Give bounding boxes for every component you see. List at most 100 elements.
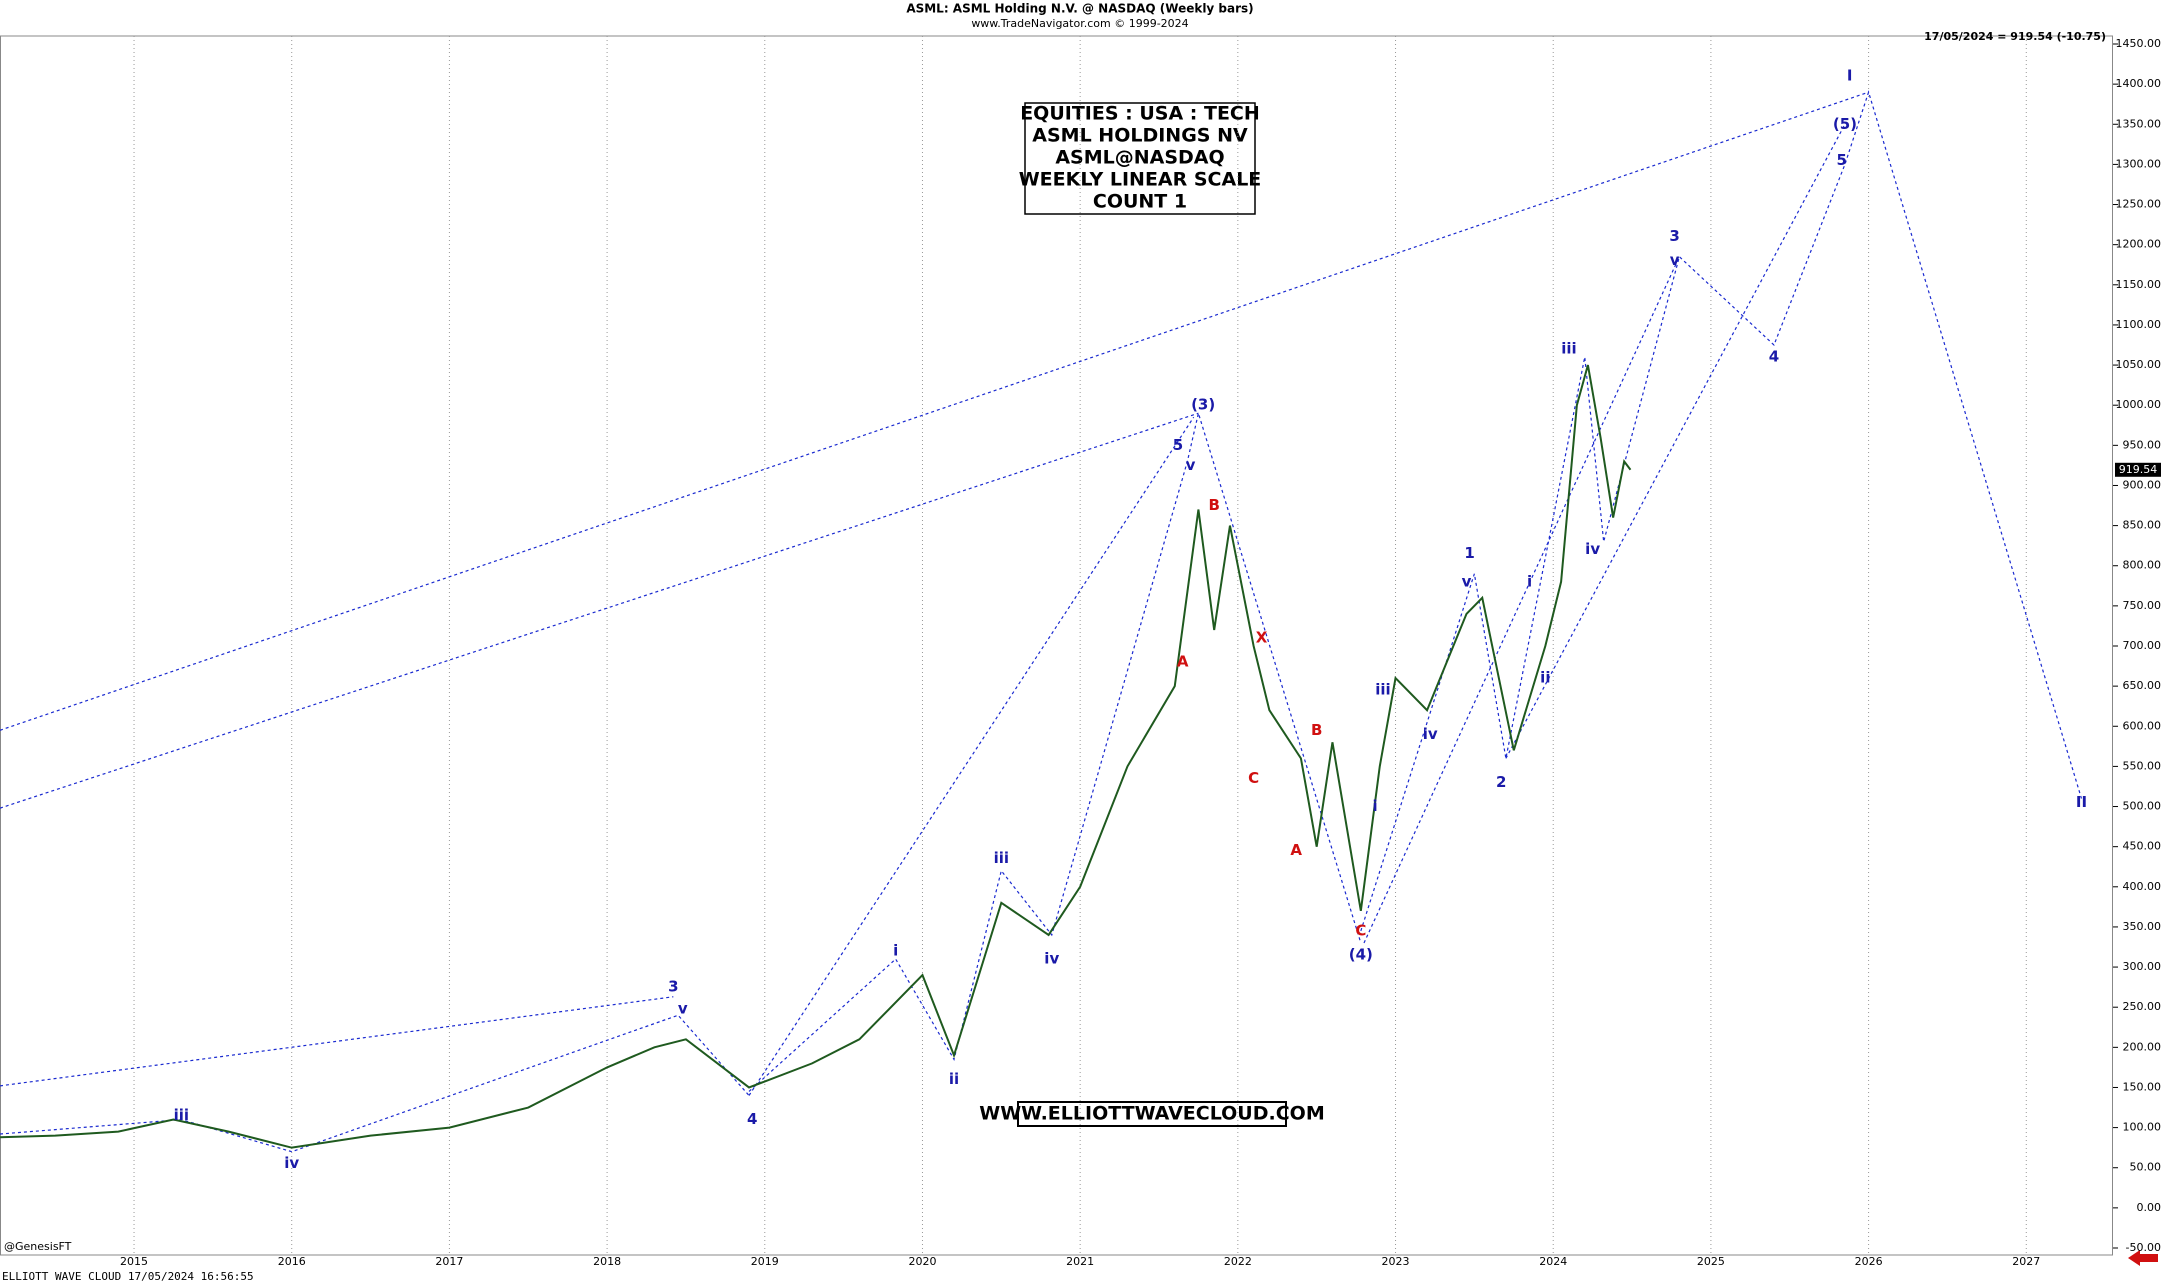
y-tick-label: 200.00 — [2123, 1040, 2162, 1053]
wave-label: C — [1248, 769, 1259, 787]
wave-label: i — [1527, 572, 1532, 590]
y-tick-label: 50.00 — [2130, 1161, 2162, 1174]
y-tick-label: 1300.00 — [2116, 157, 2162, 170]
website: WWW.ELLIOTTWAVECLOUD.COM — [979, 1103, 1324, 1125]
wave-label: 5 — [1173, 436, 1183, 454]
wave-label: A — [1290, 841, 1302, 859]
wave-label: (4) — [1349, 946, 1373, 964]
y-tick-label: 700.00 — [2123, 639, 2162, 652]
y-tick-label: 1050.00 — [2116, 358, 2162, 371]
x-tick-label: 2020 — [908, 1255, 936, 1268]
scroll-arrow — [2128, 1250, 2158, 1266]
wave-label: 4 — [1769, 348, 1779, 366]
credit: @GenesisFT — [4, 1240, 72, 1253]
y-tick-label: 1400.00 — [2116, 77, 2162, 90]
wave-label: 4 — [747, 1110, 757, 1128]
x-tick-label: 2017 — [435, 1255, 463, 1268]
y-tick-label: 1100.00 — [2116, 318, 2162, 331]
info-line: EQUITIES : USA : TECH — [1020, 103, 1260, 125]
y-tick-label: 800.00 — [2123, 559, 2162, 572]
y-tick-label: 900.00 — [2123, 478, 2162, 491]
x-tick-label: 2015 — [120, 1255, 148, 1268]
y-tick-label: 950.00 — [2123, 438, 2162, 451]
wave-label: B — [1208, 496, 1219, 514]
y-tick-label: 1250.00 — [2116, 198, 2162, 211]
wave-label: i — [893, 942, 898, 960]
info-line: COUNT 1 — [1093, 191, 1187, 213]
last-price-box — [2115, 462, 2161, 477]
info-box — [1024, 102, 1256, 215]
wave-label: iv — [1585, 540, 1600, 558]
y-tick-label: 100.00 — [2123, 1121, 2162, 1134]
wave-label: i — [1372, 797, 1377, 815]
footer: ELLIOTT WAVE CLOUD 17/05/2024 16:56:55 — [2, 1270, 254, 1283]
y-tick-label: 1150.00 — [2116, 278, 2162, 291]
x-tick-label: 2016 — [278, 1255, 306, 1268]
last-quote: 17/05/2024 = 919.54 (-10.75) — [1924, 30, 2106, 43]
wave-label: A — [1177, 653, 1189, 671]
y-tick-label: 150.00 — [2123, 1080, 2162, 1093]
y-tick-label: 250.00 — [2123, 1000, 2162, 1013]
y-tick-label: 1200.00 — [2116, 238, 2162, 251]
wave-label: I — [1847, 67, 1853, 85]
y-tick-label: 350.00 — [2123, 920, 2162, 933]
wave-label: v — [1462, 572, 1472, 590]
wave-label: 3 — [668, 978, 678, 996]
y-tick-label: 300.00 — [2123, 960, 2162, 973]
wave-label: v — [1670, 251, 1680, 269]
wave-label: iii — [994, 849, 1009, 867]
x-tick-label: 2022 — [1224, 1255, 1252, 1268]
wave-line — [748, 410, 1362, 1092]
y-tick-label: 500.00 — [2123, 800, 2162, 813]
y-tick-label: 0.00 — [2137, 1201, 2162, 1214]
website-box — [1017, 1101, 1287, 1127]
wave-label: ii — [1540, 669, 1550, 687]
price-line — [0, 364, 1632, 1149]
wave-label: II — [2076, 793, 2087, 811]
info-line: ASML@NASDAQ — [1055, 147, 1224, 169]
y-tick-label: 850.00 — [2123, 519, 2162, 532]
wave-label: ii — [949, 1070, 959, 1088]
y-tick-label: 650.00 — [2123, 679, 2162, 692]
wave-label: v — [1186, 456, 1196, 474]
wave-label: 2 — [1496, 773, 1506, 791]
x-tick-label: 2026 — [1855, 1255, 1883, 1268]
y-tick-label: 600.00 — [2123, 719, 2162, 732]
chart-title: ASML: ASML Holding N.V. @ NASDAQ (Weekly… — [906, 2, 1253, 16]
wave-line — [0, 996, 674, 1087]
wave-label: 5 — [1837, 151, 1847, 169]
info-line: WEEKLY LINEAR SCALE — [1019, 169, 1262, 191]
x-tick-label: 2021 — [1066, 1255, 1094, 1268]
wave-label: (5) — [1833, 115, 1857, 133]
y-tick-label: -50.00 — [2126, 1241, 2161, 1254]
wave-label: iii — [1561, 340, 1576, 358]
y-tick-label: 1450.00 — [2116, 37, 2162, 50]
wave-line — [0, 91, 1869, 731]
wave-label: C — [1355, 921, 1366, 939]
y-tick-label: 450.00 — [2123, 840, 2162, 853]
plot-frame — [0, 35, 2113, 1256]
wave-label: iii — [1375, 681, 1390, 699]
wave-label: (3) — [1191, 396, 1215, 414]
y-tick-label: 550.00 — [2123, 759, 2162, 772]
wave-label: X — [1256, 628, 1268, 646]
x-tick-label: 2023 — [1382, 1255, 1410, 1268]
wave-label: 3 — [1669, 227, 1679, 245]
y-tick-label: 750.00 — [2123, 599, 2162, 612]
x-tick-label: 2027 — [2012, 1255, 2040, 1268]
wave-line — [0, 1014, 750, 1153]
wave-label: iv — [284, 1154, 299, 1172]
wave-label: iv — [1044, 950, 1059, 968]
wave-label: iv — [1423, 725, 1438, 743]
chart-subtitle: www.TradeNavigator.com © 1999-2024 — [971, 17, 1188, 30]
wave-label: B — [1311, 721, 1322, 739]
wave-label: 1 — [1464, 544, 1474, 562]
info-line: ASML HOLDINGS NV — [1032, 125, 1248, 147]
x-tick-label: 2018 — [593, 1255, 621, 1268]
last-price-label: 919.54 — [2119, 463, 2158, 476]
y-tick-label: 1350.00 — [2116, 117, 2162, 130]
x-tick-label: 2024 — [1539, 1255, 1567, 1268]
y-tick-label: 400.00 — [2123, 880, 2162, 893]
x-tick-label: 2019 — [751, 1255, 779, 1268]
